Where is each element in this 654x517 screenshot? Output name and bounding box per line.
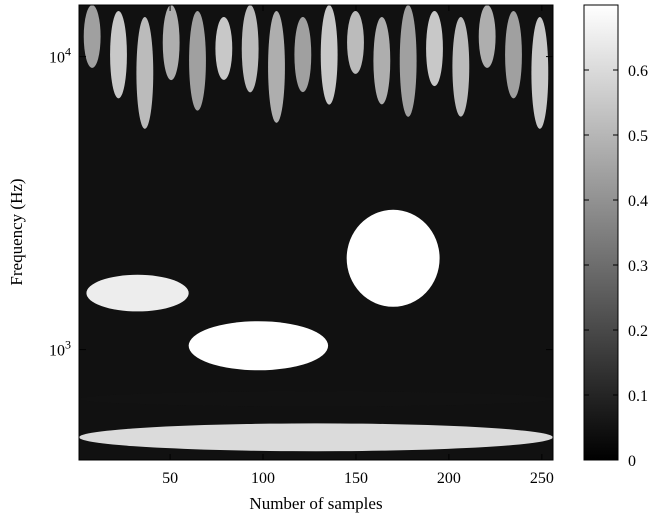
y-tick-label: 103 xyxy=(49,338,71,360)
heatmap-lobe xyxy=(505,11,522,99)
heatmap-background xyxy=(79,5,553,460)
heatmap-lobe xyxy=(320,5,338,105)
heatmap-lobe xyxy=(426,11,443,87)
colorbar-tick-label: 0.2 xyxy=(628,323,648,340)
heatmap-region xyxy=(79,391,553,407)
heatmap-lobe xyxy=(347,10,364,74)
heatmap-lobe xyxy=(452,17,470,117)
x-tick-label: 250 xyxy=(530,470,554,487)
colorbar-gradient xyxy=(583,4,619,461)
heatmap-plot xyxy=(78,4,554,461)
x-axis: 50 100 150 200 250 xyxy=(162,5,554,487)
heatmap-lobe xyxy=(241,5,259,93)
x-tick-label: 150 xyxy=(344,470,368,487)
heatmap-lobe xyxy=(268,11,285,123)
x-tick-label: 200 xyxy=(437,470,461,487)
heatmap-lobe xyxy=(373,17,391,105)
heatmap-lobe xyxy=(136,17,154,129)
heatmap-lobe xyxy=(294,17,312,93)
colorbar-tick-label: 0.1 xyxy=(628,388,648,405)
y-axis-label: Frequency (Hz) xyxy=(7,178,26,285)
y-tick-label: 104 xyxy=(49,45,71,67)
heatmap-lobe xyxy=(110,11,127,99)
colorbar-tick-label: 0 xyxy=(628,453,636,470)
heatmap-lobe xyxy=(162,5,180,81)
heatmap-lobe xyxy=(215,16,233,80)
heatmap-lobe xyxy=(83,5,101,68)
heatmap-lobe xyxy=(399,5,417,117)
colorbar-tick-label: 0.3 xyxy=(628,258,648,275)
heatmap-lobe xyxy=(189,11,206,111)
x-tick-label: 100 xyxy=(251,470,275,487)
heatmap-features xyxy=(79,5,553,452)
y-axis: 103 104 xyxy=(49,45,553,360)
colorbar-tick-label: 0.4 xyxy=(628,193,648,210)
plot-frame xyxy=(78,4,554,461)
x-axis-label: Number of samples xyxy=(249,494,382,513)
heatmap-region xyxy=(86,274,189,312)
heatmap-region xyxy=(79,423,553,452)
colorbar-tick-label: 0.6 xyxy=(628,63,648,80)
colorbar: 0 0.1 0.2 0.3 0.4 0.5 0.6 xyxy=(583,4,648,470)
x-tick-label: 50 xyxy=(162,470,178,487)
heatmap-region xyxy=(188,321,329,371)
colorbar-ticks: 0 0.1 0.2 0.3 0.4 0.5 0.6 xyxy=(584,63,648,470)
heatmap-lobe xyxy=(478,5,496,68)
heatmap-lobe xyxy=(531,17,549,129)
heatmap-region xyxy=(346,209,440,307)
colorbar-tick-label: 0.5 xyxy=(628,128,648,145)
